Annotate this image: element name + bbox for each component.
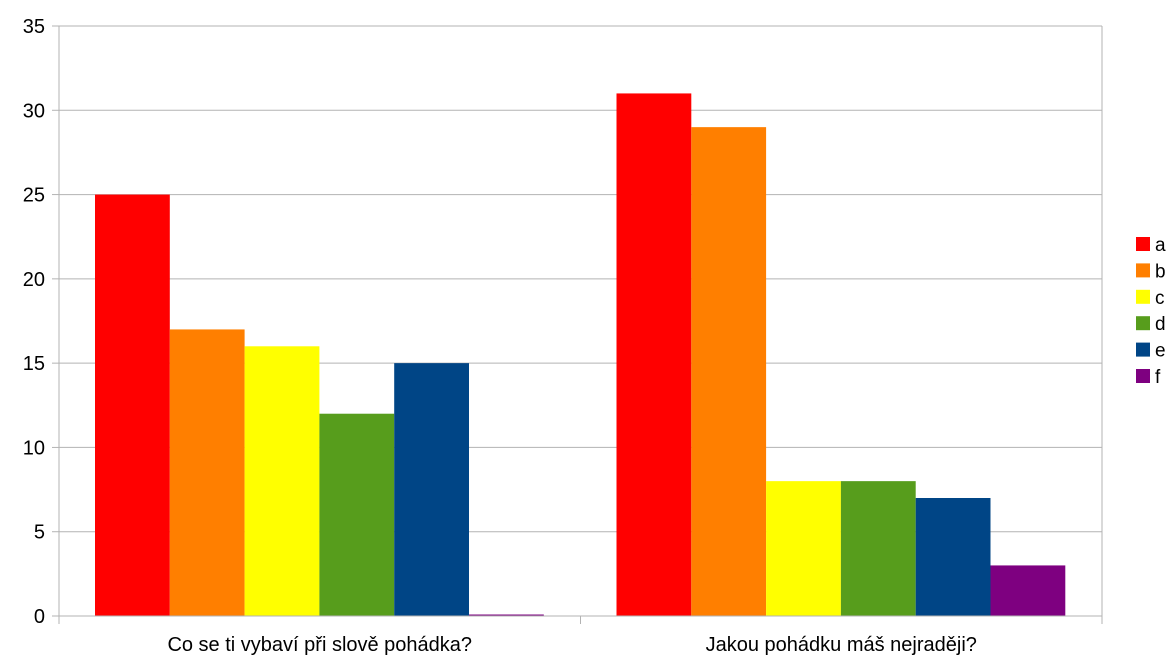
legend-label-c: c (1155, 288, 1165, 309)
bar-b-1 (169, 329, 245, 616)
legend-swatch-b (1136, 263, 1150, 278)
bar-f-1 (469, 614, 544, 616)
y-tick-label: 25 (23, 185, 45, 207)
y-tick-label: 5 (34, 522, 45, 544)
legend-swatch-d (1136, 316, 1150, 331)
bar-a-2 (616, 93, 692, 616)
legend-label-d: d (1155, 314, 1166, 335)
legend-swatch-e (1136, 342, 1150, 357)
legend-swatch-a (1136, 237, 1150, 251)
x-category-label: Co se ti vybaví při slově pohádka? (167, 634, 472, 656)
bar-c-2 (766, 481, 841, 616)
bar-f-2 (990, 565, 1066, 616)
legend-label-f: f (1155, 367, 1161, 388)
y-tick-label: 30 (23, 100, 45, 122)
y-tick-label: 35 (23, 16, 45, 38)
bar-a-1 (95, 194, 170, 617)
bar-d-1 (319, 413, 395, 616)
legend-label-e: e (1155, 341, 1166, 362)
legend-swatch-f (1136, 369, 1150, 383)
legend-label-a: a (1155, 235, 1166, 256)
y-tick-label: 15 (23, 353, 45, 375)
bars (95, 93, 1066, 617)
bar-d-2 (840, 481, 916, 616)
y-tick-label: 10 (23, 437, 45, 459)
x-axis-tick-labels: Co se ti vybaví při slově pohádka? Jakou … (167, 634, 976, 656)
bar-e-2 (915, 498, 991, 616)
legend-label-b: b (1155, 261, 1166, 282)
x-category-label: Jakou pohádku máš nejraději? (706, 634, 977, 656)
y-tick-label: 20 (23, 269, 45, 291)
bar-e-1 (394, 363, 469, 616)
bar-b-2 (691, 127, 767, 617)
axes (52, 25, 1103, 624)
legend-swatch-c (1136, 289, 1150, 304)
y-axis-tick-labels: 0 5 10 15 20 25 30 35 (23, 16, 45, 628)
y-tick-label: 0 (34, 606, 45, 628)
bar-c-1 (244, 346, 320, 616)
